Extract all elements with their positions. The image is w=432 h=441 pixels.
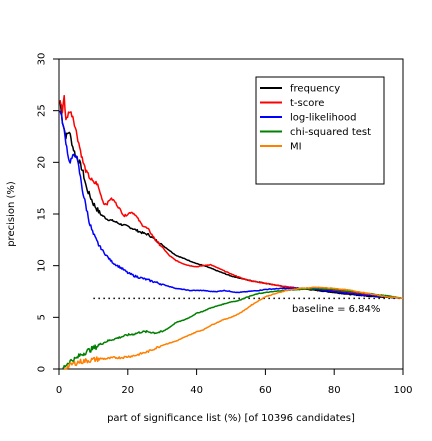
- series-lines: [59, 94, 404, 370]
- x-tick-label: 20: [121, 385, 134, 396]
- y-tick-label: 30: [37, 53, 48, 66]
- legend-label-frequency: frequency: [290, 84, 340, 95]
- series-line-log-likelihood: [59, 110, 404, 300]
- legend-label-t-score: t-score: [290, 98, 324, 109]
- x-tick-label: 100: [393, 385, 412, 396]
- series-line-frequency: [59, 100, 403, 300]
- legend-label-log-likelihood: log-likelihood: [290, 113, 356, 124]
- baseline-label: baseline = 6.84%: [292, 304, 380, 315]
- y-tick-label: 10: [37, 259, 48, 272]
- x-tick-label: 60: [259, 385, 272, 396]
- y-tick-label: 25: [37, 104, 48, 117]
- x-axis: 0 20 40 60 80 100: [56, 369, 413, 396]
- x-axis-title: part of significance list (%) [of 10396 …: [107, 413, 355, 424]
- y-tick-label: 5: [37, 314, 48, 320]
- y-tick-label: 0: [37, 366, 48, 372]
- y-tick-label: 15: [37, 208, 48, 221]
- x-tick-label: 40: [190, 385, 203, 396]
- legend-label-chi-squared-test: chi-squared test: [290, 127, 371, 138]
- x-tick-label: 80: [328, 385, 341, 396]
- legend-label-mi: MI: [290, 142, 302, 153]
- x-tick-label: 0: [56, 385, 62, 396]
- legend: frequency t-score log-likelihood chi-square…: [255, 76, 385, 185]
- y-axis: 0 5 10 15 20 25 30: [37, 53, 59, 372]
- y-tick-label: 20: [37, 156, 48, 169]
- series-line-t-score: [59, 94, 404, 300]
- y-axis-title: precision (%): [6, 181, 17, 247]
- series-line-mi: [64, 286, 404, 370]
